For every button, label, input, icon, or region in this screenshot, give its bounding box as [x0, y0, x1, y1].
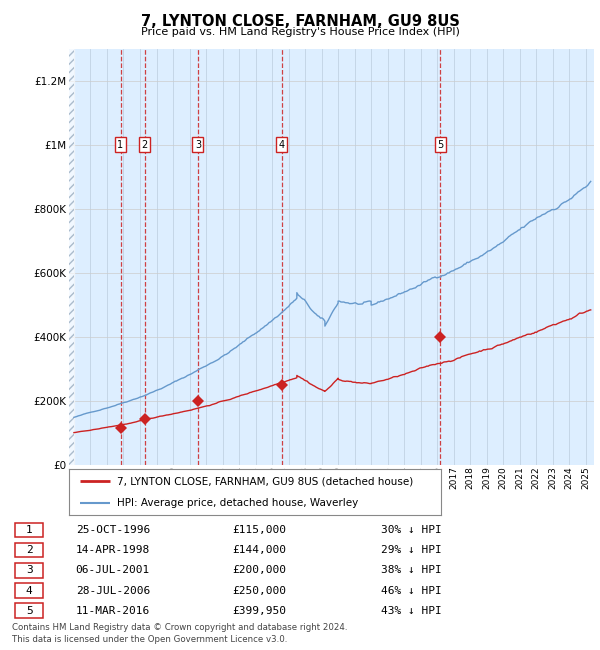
Text: 1: 1 [118, 140, 124, 150]
Text: £144,000: £144,000 [233, 545, 287, 555]
Text: Contains HM Land Registry data © Crown copyright and database right 2024.: Contains HM Land Registry data © Crown c… [12, 623, 347, 632]
Text: 2: 2 [26, 545, 32, 555]
Text: 25-OCT-1996: 25-OCT-1996 [76, 525, 150, 535]
Text: 30% ↓ HPI: 30% ↓ HPI [380, 525, 442, 535]
Text: 7, LYNTON CLOSE, FARNHAM, GU9 8US (detached house): 7, LYNTON CLOSE, FARNHAM, GU9 8US (detac… [118, 476, 413, 486]
Text: £250,000: £250,000 [233, 586, 287, 595]
Text: 5: 5 [437, 140, 443, 150]
Text: 14-APR-1998: 14-APR-1998 [76, 545, 150, 555]
Text: 29% ↓ HPI: 29% ↓ HPI [380, 545, 442, 555]
Text: 7, LYNTON CLOSE, FARNHAM, GU9 8US: 7, LYNTON CLOSE, FARNHAM, GU9 8US [140, 14, 460, 29]
Text: 28-JUL-2006: 28-JUL-2006 [76, 586, 150, 595]
Text: 4: 4 [26, 586, 32, 595]
Text: HPI: Average price, detached house, Waverley: HPI: Average price, detached house, Wave… [118, 498, 359, 508]
Text: 06-JUL-2001: 06-JUL-2001 [76, 566, 150, 575]
Text: 5: 5 [26, 606, 32, 616]
FancyBboxPatch shape [16, 523, 43, 538]
Text: 11-MAR-2016: 11-MAR-2016 [76, 606, 150, 616]
Text: This data is licensed under the Open Government Licence v3.0.: This data is licensed under the Open Gov… [12, 634, 287, 644]
Text: 4: 4 [278, 140, 285, 150]
Text: 46% ↓ HPI: 46% ↓ HPI [380, 586, 442, 595]
Text: 1: 1 [26, 525, 32, 535]
Bar [69, 49, 74, 465]
Text: £115,000: £115,000 [233, 525, 287, 535]
FancyBboxPatch shape [16, 563, 43, 578]
FancyBboxPatch shape [16, 583, 43, 598]
Bar [69, 49, 74, 465]
FancyBboxPatch shape [16, 543, 43, 558]
FancyBboxPatch shape [16, 603, 43, 618]
Text: 3: 3 [195, 140, 201, 150]
Text: £399,950: £399,950 [233, 606, 287, 616]
Text: Price paid vs. HM Land Registry's House Price Index (HPI): Price paid vs. HM Land Registry's House … [140, 27, 460, 37]
Text: £200,000: £200,000 [233, 566, 287, 575]
Text: 43% ↓ HPI: 43% ↓ HPI [380, 606, 442, 616]
Text: 3: 3 [26, 566, 32, 575]
Text: 2: 2 [142, 140, 148, 150]
Text: 38% ↓ HPI: 38% ↓ HPI [380, 566, 442, 575]
